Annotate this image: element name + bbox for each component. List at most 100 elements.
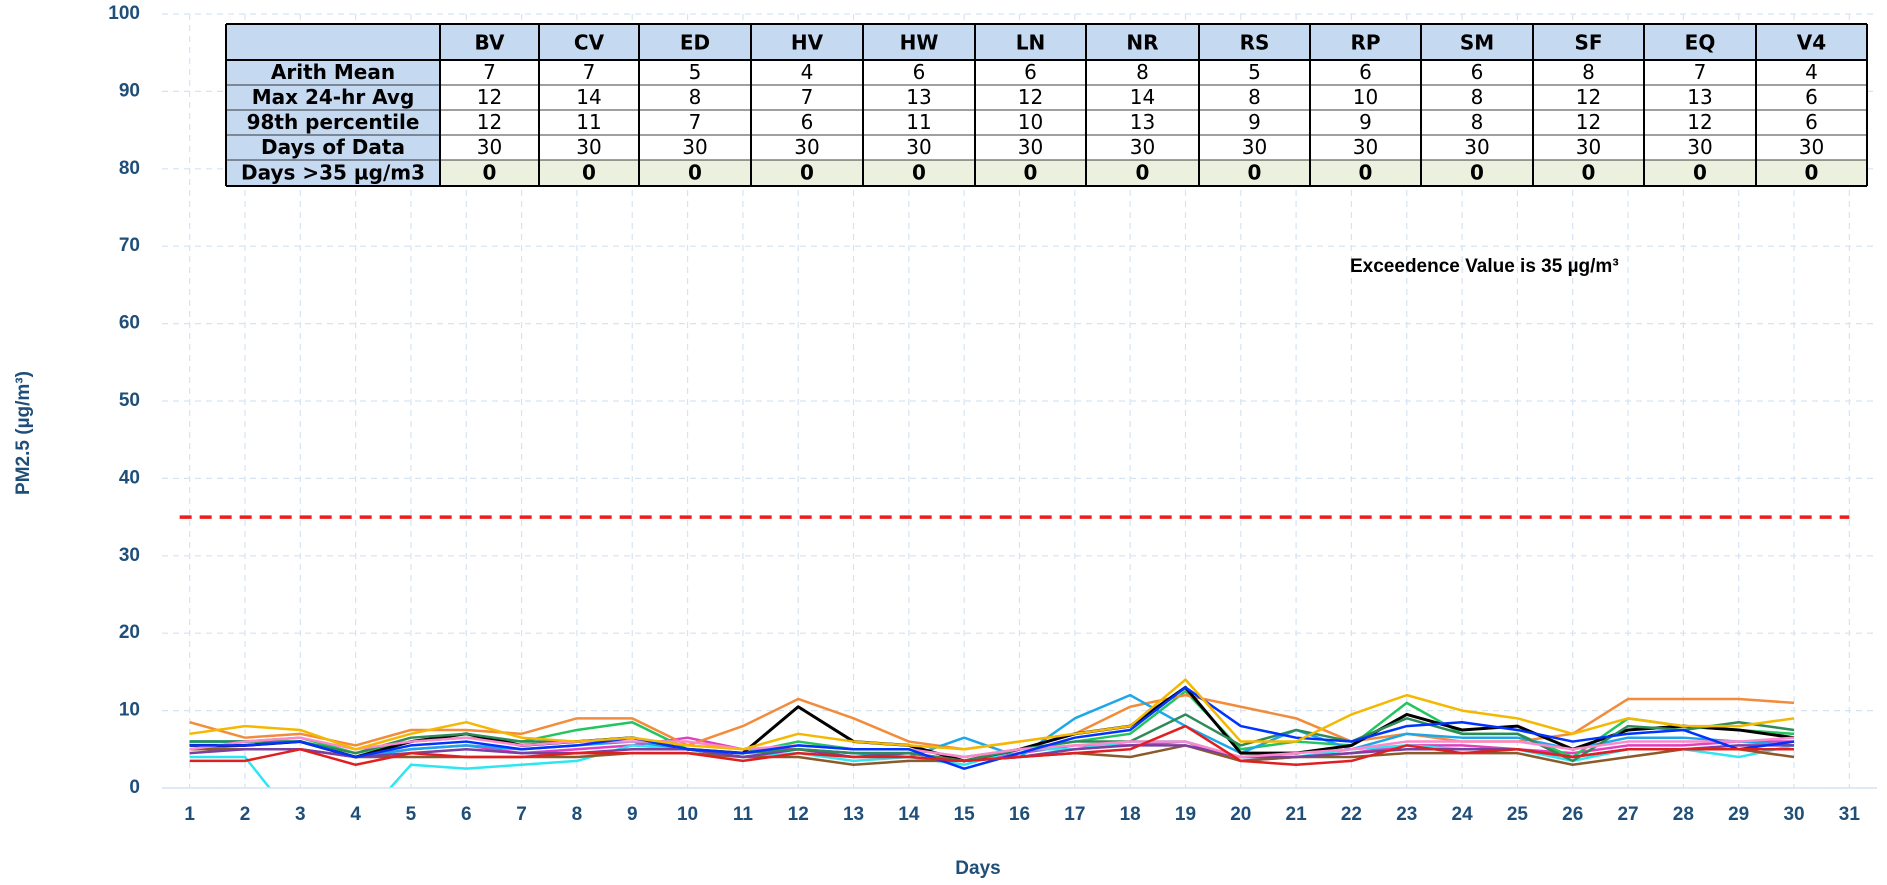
table-value: 30 — [576, 135, 601, 159]
table-value: 13 — [1130, 110, 1155, 134]
stats-table: BV CV ED HV HW LN NR RS RP SM SF EQ V4 Arith Mean 7 7 5 4… — [225, 23, 1868, 187]
table-value: 12 — [477, 85, 502, 109]
table-value: 12 — [1687, 110, 1712, 134]
y-tick-label: 60 — [119, 313, 140, 334]
table-value: 30 — [906, 135, 931, 159]
table-cell — [1086, 60, 1199, 85]
table-value: 6 — [1471, 60, 1484, 84]
table-cell — [863, 60, 975, 85]
table-value: 0 — [1582, 161, 1596, 185]
x-tick-label: 31 — [1839, 804, 1861, 825]
table-row-label: Arith Mean — [271, 60, 395, 84]
table-cell — [1310, 135, 1421, 160]
y-tick-label: 20 — [119, 622, 140, 643]
table-cell — [226, 135, 440, 160]
series-line — [189, 713, 1795, 763]
table-value: 30 — [1799, 135, 1824, 159]
x-tick-label: 29 — [1728, 804, 1749, 825]
table-cell — [539, 135, 639, 160]
table-cell — [1086, 160, 1199, 186]
grid — [162, 13, 1877, 789]
table-cell — [539, 85, 639, 110]
table-value: 12 — [1576, 110, 1601, 134]
table-cell — [1086, 85, 1199, 110]
x-tick-label: 26 — [1562, 804, 1583, 825]
y-tick-label: 100 — [108, 3, 140, 24]
table-header: LN — [1016, 31, 1045, 55]
x-tick-label: 13 — [843, 804, 864, 825]
x-tick-label: 18 — [1120, 804, 1141, 825]
y-tick-label: 70 — [119, 235, 140, 256]
table-value: 30 — [1130, 135, 1155, 159]
table-cell — [539, 110, 639, 135]
table-cell — [440, 160, 539, 186]
table-cell — [863, 24, 975, 60]
x-tick-label: 9 — [627, 804, 638, 825]
table-header: NR — [1126, 31, 1158, 55]
table-cell — [1421, 24, 1533, 60]
table-cell — [863, 135, 975, 160]
table-value: 9 — [1248, 110, 1261, 134]
table-header: ED — [680, 31, 710, 55]
table-cell — [1644, 24, 1756, 60]
table-cell — [440, 135, 539, 160]
table-value: 30 — [1353, 135, 1378, 159]
x-tick-label: 17 — [1064, 804, 1085, 825]
table-value: 12 — [1018, 85, 1043, 109]
y-tick-label: 80 — [119, 158, 140, 179]
table-cell — [1086, 110, 1199, 135]
series-line — [189, 678, 1795, 751]
table-value: 14 — [576, 85, 601, 109]
table-value: 10 — [1353, 85, 1378, 109]
x-tick-label: 27 — [1617, 804, 1638, 825]
y-tick-label: 0 — [129, 777, 140, 798]
table-cell — [1310, 60, 1421, 85]
table-cell — [639, 110, 751, 135]
x-tick-label: 22 — [1341, 804, 1362, 825]
table-cell — [975, 110, 1086, 135]
x-tick-label: 21 — [1286, 804, 1308, 825]
table-cell — [975, 60, 1086, 85]
table-value: 7 — [1694, 60, 1707, 84]
table-cell — [226, 85, 440, 110]
table-cell — [1086, 24, 1199, 60]
table-value: 6 — [801, 110, 814, 134]
table-header: V4 — [1797, 31, 1826, 55]
table-cell — [639, 85, 751, 110]
series-line — [189, 686, 1795, 770]
table-value: 0 — [1248, 161, 1262, 185]
table-value: 30 — [682, 135, 707, 159]
table-cell — [1533, 60, 1644, 85]
table-header: CV — [574, 31, 605, 55]
table-value: 0 — [800, 161, 814, 185]
table-cell — [639, 135, 751, 160]
table-value: 11 — [576, 110, 601, 134]
table-cell — [1199, 110, 1310, 135]
table-cell — [751, 160, 863, 186]
table-value: 0 — [1024, 161, 1038, 185]
table-row-label: Days of Data — [261, 135, 405, 159]
table-value: 7 — [689, 110, 702, 134]
table-value: 0 — [912, 161, 926, 185]
table-value: 12 — [1576, 85, 1601, 109]
table-value: 8 — [1471, 110, 1484, 134]
table-cell — [1533, 135, 1644, 160]
table-value: 10 — [1018, 110, 1043, 134]
x-tick-label: 7 — [516, 804, 527, 825]
table-cell — [863, 85, 975, 110]
table-cell — [226, 160, 440, 186]
table-cell — [440, 85, 539, 110]
table-cell — [1421, 160, 1533, 186]
table-cell — [1756, 85, 1867, 110]
table-value: 0 — [582, 161, 596, 185]
table-value: 8 — [1471, 85, 1484, 109]
table-cell — [863, 160, 975, 186]
table-value: 13 — [906, 85, 931, 109]
x-tick-label: 5 — [406, 804, 417, 825]
table-header: HW — [900, 31, 939, 55]
table-cell — [975, 135, 1086, 160]
table-value: 8 — [1582, 60, 1595, 84]
table-value: 13 — [1687, 85, 1712, 109]
table-value: 30 — [1687, 135, 1712, 159]
table-value: 4 — [1805, 60, 1818, 84]
